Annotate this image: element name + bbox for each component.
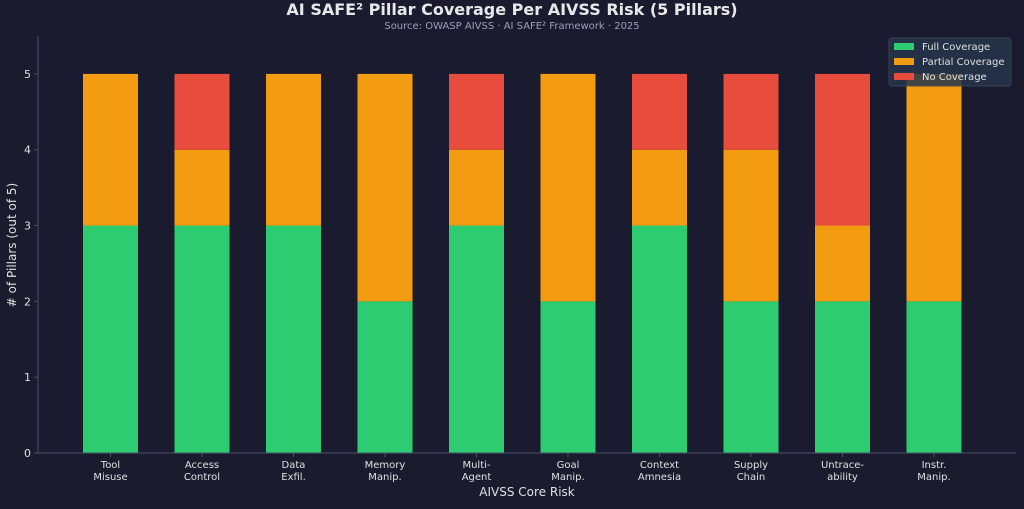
legend-label: Full Coverage bbox=[922, 42, 990, 53]
x-tick-label: Control bbox=[184, 472, 220, 483]
bars bbox=[83, 73, 962, 453]
bar-partial-coverage bbox=[266, 73, 321, 226]
y-tick-label: 2 bbox=[24, 295, 31, 308]
legend-swatch bbox=[894, 73, 914, 80]
y-tick-label: 3 bbox=[24, 220, 31, 233]
bar-full-coverage bbox=[540, 301, 596, 453]
bar-full-coverage bbox=[174, 225, 230, 453]
bar-full-coverage bbox=[266, 225, 321, 453]
bar-no-coverage bbox=[449, 73, 504, 150]
bar-full-coverage bbox=[83, 225, 138, 453]
y-tick-label: 0 bbox=[24, 447, 31, 460]
x-tick-label: Data bbox=[282, 460, 306, 471]
bar-no-coverage bbox=[632, 73, 687, 150]
bar-full-coverage bbox=[723, 301, 779, 453]
legend-swatch bbox=[894, 58, 914, 65]
axes: ToolMisuseAccessControlDataExfil.MemoryM… bbox=[24, 36, 1016, 483]
x-tick-label: Chain bbox=[737, 472, 766, 483]
x-tick-label: Exfil. bbox=[281, 472, 306, 483]
bar-partial-coverage bbox=[632, 149, 687, 226]
x-tick-label: Access bbox=[185, 460, 219, 471]
bar-full-coverage bbox=[906, 301, 962, 453]
x-tick-label: Supply bbox=[734, 460, 768, 471]
bar-full-coverage bbox=[815, 301, 870, 453]
x-tick-label: Manip. bbox=[917, 472, 950, 483]
x-tick-label: Memory bbox=[365, 460, 406, 471]
bar-no-coverage bbox=[723, 73, 779, 150]
bar-partial-coverage bbox=[174, 149, 230, 226]
legend-swatch bbox=[894, 43, 914, 50]
y-tick-label: 5 bbox=[24, 68, 31, 81]
x-axis-label: AIVSS Core Risk bbox=[479, 485, 575, 499]
bar-partial-coverage bbox=[357, 73, 413, 302]
bar-full-coverage bbox=[357, 301, 413, 453]
chart-title: AI SAFE² Pillar Coverage Per AIVSS Risk … bbox=[286, 0, 737, 19]
y-tick-label: 4 bbox=[24, 144, 31, 157]
bar-no-coverage bbox=[815, 73, 870, 226]
x-tick-label: Multi- bbox=[462, 460, 490, 471]
bar-no-coverage bbox=[174, 73, 230, 150]
bar-partial-coverage bbox=[83, 73, 138, 226]
chart-subtitle: Source: OWASP AIVSS · AI SAFE² Framework… bbox=[384, 21, 639, 32]
legend-box bbox=[888, 37, 1012, 87]
x-tick-label: Manip. bbox=[551, 472, 584, 483]
x-tick-label: Misuse bbox=[93, 472, 127, 483]
legend-label: No Coverage bbox=[922, 72, 987, 83]
y-axis-label: # of Pillars (out of 5) bbox=[5, 183, 19, 307]
legend: Full Coverage Partial Coverage No Coverage bbox=[888, 37, 1012, 87]
bar-partial-coverage bbox=[906, 73, 962, 302]
x-tick-label: Context bbox=[640, 460, 679, 471]
legend-label: Partial Coverage bbox=[922, 57, 1005, 68]
x-tick-label: Instr. bbox=[922, 460, 947, 471]
bar-full-coverage bbox=[449, 225, 504, 453]
x-tick-label: Tool bbox=[100, 460, 120, 471]
x-tick-label: Amnesia bbox=[638, 472, 681, 483]
bar-partial-coverage bbox=[723, 149, 779, 302]
x-tick-label: ability bbox=[827, 472, 858, 483]
y-tick-label: 1 bbox=[24, 371, 31, 384]
x-tick-label: Untrace- bbox=[821, 460, 864, 471]
bar-partial-coverage bbox=[449, 149, 504, 226]
bar-full-coverage bbox=[632, 225, 687, 453]
x-tick-label: Agent bbox=[462, 472, 492, 483]
x-tick-label: Goal bbox=[557, 460, 580, 471]
x-tick-label: Manip. bbox=[368, 472, 401, 483]
bar-partial-coverage bbox=[540, 73, 596, 302]
bar-partial-coverage bbox=[815, 225, 870, 302]
